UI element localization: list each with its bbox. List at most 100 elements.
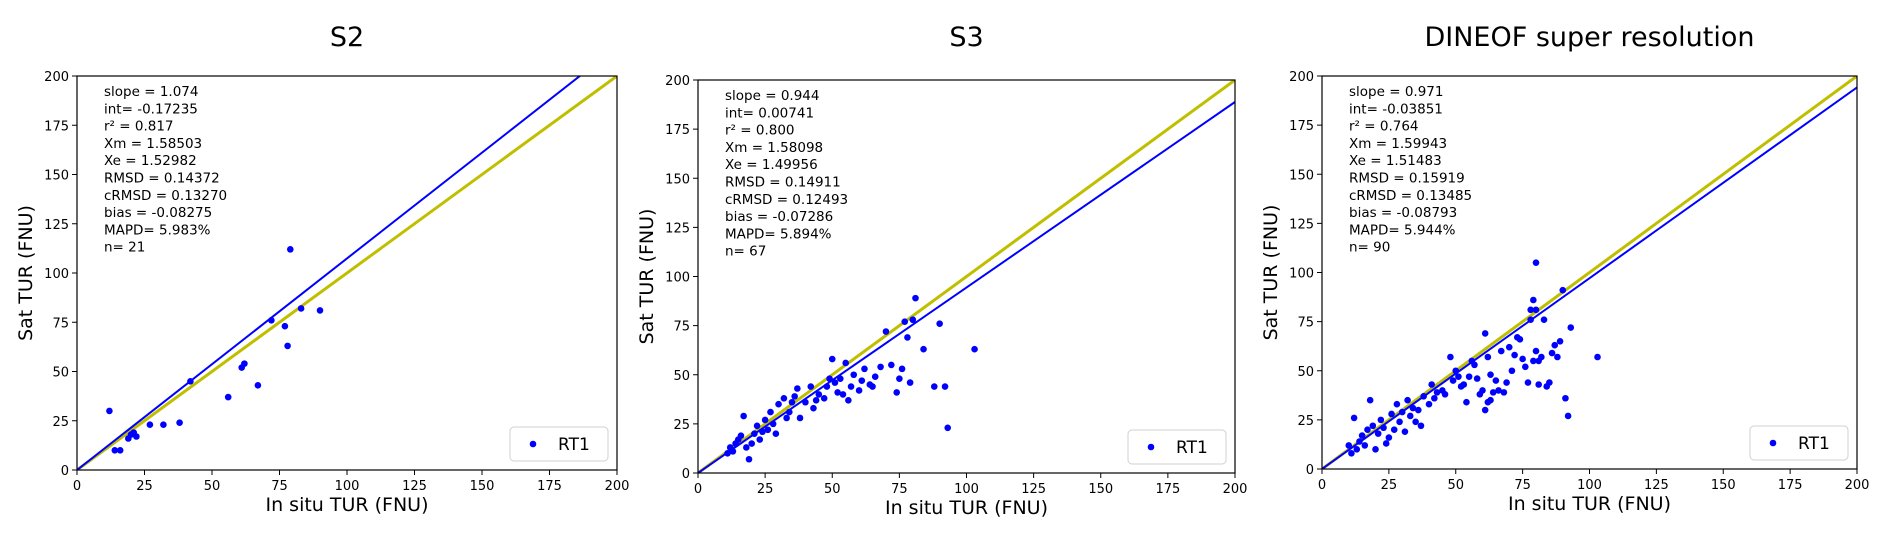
data-point xyxy=(743,444,750,451)
data-point xyxy=(1540,316,1548,323)
stats-line: int= -0.17235 xyxy=(104,101,198,117)
data-point xyxy=(936,320,943,327)
data-point xyxy=(1366,396,1374,404)
stats-line: r² = 0.764 xyxy=(1349,119,1419,135)
stats-line: int= -0.03851 xyxy=(1349,101,1443,117)
stats-line: Xe = 1.51483 xyxy=(1349,153,1442,169)
data-point xyxy=(729,448,737,455)
data-point xyxy=(837,375,844,382)
data-point xyxy=(920,345,927,353)
data-point xyxy=(1505,343,1513,351)
data-point xyxy=(909,316,917,324)
data-point xyxy=(807,383,815,390)
legend: RT1 xyxy=(509,426,609,462)
y-tick-label: 50 xyxy=(52,366,69,381)
data-point xyxy=(1532,259,1540,266)
data-point xyxy=(1567,324,1575,331)
data-point xyxy=(748,440,755,447)
data-point xyxy=(1471,361,1478,369)
data-point xyxy=(1358,432,1366,439)
stats-line: cRMSD = 0.13485 xyxy=(1349,188,1472,204)
data-point xyxy=(861,365,868,373)
stats-line: RMSD = 0.15919 xyxy=(1349,171,1465,187)
x-tick-label: 50 xyxy=(204,479,221,494)
y-tick-label: 25 xyxy=(673,418,690,433)
data-point xyxy=(1465,373,1473,380)
x-tick-label: 175 xyxy=(537,479,562,494)
data-point xyxy=(724,450,731,457)
x-tick-label: 25 xyxy=(757,482,774,497)
legend-label: RT1 xyxy=(1176,438,1208,458)
data-point xyxy=(1409,404,1417,412)
x-tick-label: 0 xyxy=(73,479,81,494)
data-point xyxy=(877,363,884,371)
y-tick-label: 200 xyxy=(1289,70,1314,85)
legend-box xyxy=(1127,429,1227,465)
stats-line: r² = 0.800 xyxy=(725,123,795,139)
x-axis-label: In situ TUR (FNU) xyxy=(1508,493,1671,515)
x-tick-label: 200 xyxy=(605,479,630,494)
data-point xyxy=(287,246,294,253)
data-point xyxy=(1500,389,1508,396)
data-point xyxy=(1372,446,1379,453)
data-point xyxy=(1447,353,1454,361)
data-point xyxy=(764,426,772,434)
reference-lines xyxy=(77,76,617,470)
y-tick-label: 200 xyxy=(44,70,69,85)
y-axis-label: Sat TUR (FNU) xyxy=(15,205,37,341)
stats-line: r² = 0.817 xyxy=(104,119,174,135)
x-tick-label: 50 xyxy=(1447,478,1464,493)
data-point xyxy=(828,355,836,363)
legend-marker xyxy=(529,440,537,448)
data-point xyxy=(785,408,793,416)
data-point xyxy=(1348,449,1355,457)
y-tick-label: 175 xyxy=(44,119,69,134)
stats-line: Xe = 1.52982 xyxy=(104,153,197,169)
data-point xyxy=(767,408,774,416)
data-point xyxy=(761,416,769,424)
y-tick-label: 0 xyxy=(682,467,690,482)
data-point xyxy=(756,436,764,443)
data-point xyxy=(1412,418,1419,426)
data-point xyxy=(815,391,823,398)
data-point xyxy=(769,420,777,428)
data-point xyxy=(241,360,248,367)
data-point xyxy=(1562,394,1569,402)
data-point xyxy=(810,404,817,412)
data-point xyxy=(1428,381,1435,388)
y-tick-label: 0 xyxy=(1306,463,1314,478)
data-point xyxy=(901,318,909,325)
data-point xyxy=(1374,430,1382,437)
stats-line: Xm = 1.59943 xyxy=(1349,136,1447,152)
data-point xyxy=(772,430,780,438)
stats-line: Xm = 1.58503 xyxy=(104,136,202,152)
data-point xyxy=(1425,400,1433,408)
data-point xyxy=(971,345,978,353)
data-point xyxy=(904,334,911,341)
y-tick-label: 25 xyxy=(52,415,69,430)
data-points xyxy=(724,294,978,463)
data-point xyxy=(1356,438,1363,445)
x-tick-label: 125 xyxy=(1021,482,1046,497)
data-point xyxy=(1554,353,1561,361)
data-point xyxy=(737,432,745,439)
chart-title: S3 xyxy=(949,22,983,53)
data-point xyxy=(871,373,879,381)
data-point xyxy=(1431,394,1438,402)
stats-line: Xe = 1.49956 xyxy=(725,157,818,173)
data-point xyxy=(1479,387,1486,394)
legend: RT1 xyxy=(1127,429,1227,465)
data-point xyxy=(1353,446,1361,453)
data-point xyxy=(1519,355,1526,363)
y-tick-label: 125 xyxy=(665,221,690,236)
data-point xyxy=(1527,316,1534,323)
data-point xyxy=(1489,389,1497,396)
y-tick-label: 50 xyxy=(1297,365,1314,380)
stats-line: bias = -0.08275 xyxy=(104,205,212,221)
data-point xyxy=(1487,396,1494,404)
data-point xyxy=(1551,341,1559,349)
y-tick-label: 25 xyxy=(1297,414,1314,429)
data-point xyxy=(1452,367,1460,375)
data-point xyxy=(116,447,124,454)
data-point xyxy=(1433,389,1441,396)
